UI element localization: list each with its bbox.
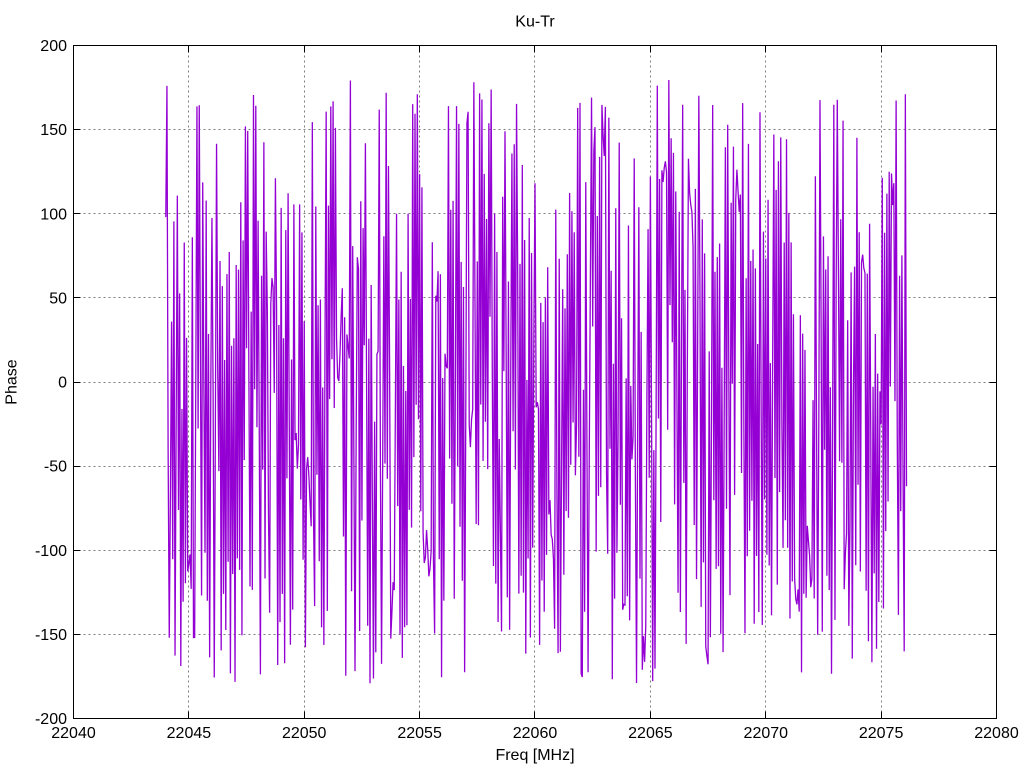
svg-text:22070: 22070	[744, 725, 789, 742]
svg-text:-200: -200	[35, 711, 67, 728]
svg-text:22050: 22050	[282, 725, 327, 742]
svg-text:Ku-Tr: Ku-Tr	[515, 14, 555, 31]
svg-text:-150: -150	[35, 627, 67, 644]
svg-text:22055: 22055	[397, 725, 442, 742]
svg-text:22075: 22075	[859, 725, 904, 742]
svg-text:22045: 22045	[167, 725, 212, 742]
svg-text:100: 100	[40, 206, 67, 223]
svg-text:200: 200	[40, 38, 67, 55]
svg-text:22060: 22060	[513, 725, 558, 742]
svg-text:22040: 22040	[51, 725, 96, 742]
svg-text:-50: -50	[44, 459, 67, 476]
svg-text:22080: 22080	[974, 725, 1019, 742]
svg-text:Phase: Phase	[4, 359, 21, 404]
svg-text:150: 150	[40, 122, 67, 139]
svg-text:Freq [MHz]: Freq [MHz]	[495, 747, 574, 764]
svg-text:-100: -100	[35, 543, 67, 560]
svg-text:0: 0	[58, 375, 67, 392]
svg-text:50: 50	[49, 291, 67, 308]
svg-text:22065: 22065	[628, 725, 673, 742]
